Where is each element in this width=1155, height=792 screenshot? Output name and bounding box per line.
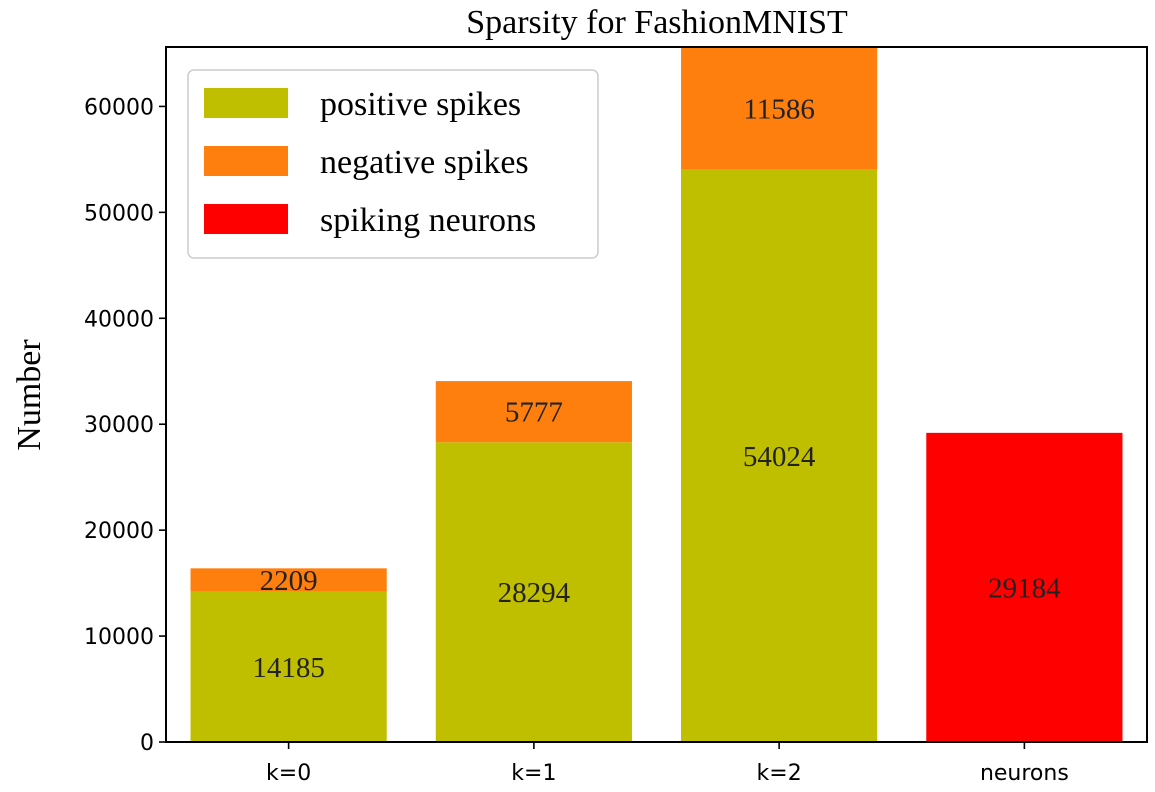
y-tick-label-60000: 60000: [84, 95, 154, 120]
chart-title: Sparsity for FashionMNIST: [466, 4, 848, 41]
plot-frame: [165, 46, 1148, 743]
data-label-positive-spikes-k-0: 14185: [252, 652, 325, 684]
legend: positive spikes negative spikes spiking ne…: [187, 69, 599, 259]
data-label-negative-spikes-k-1: 5777: [505, 397, 563, 429]
bar-spiking-neurons-neurons: [926, 432, 1123, 742]
data-label-positive-spikes-k-1: 28294: [498, 577, 571, 609]
bar-negative-spikes-k-2: [681, 47, 878, 170]
x-tick-label-k-0: k=0: [266, 761, 311, 786]
y-tick-label-10000: 10000: [84, 625, 154, 650]
legend-swatch-negative-spikes: [204, 146, 288, 176]
bar-positive-spikes-k-2: [681, 169, 878, 742]
legend-label-negative-spikes: negative spikes: [320, 144, 529, 181]
legend-label-spiking-neurons: spiking neurons: [320, 202, 536, 239]
bar-labels-layer: 14185 2209 28294 5777 54024 11586 29184: [252, 93, 1061, 684]
y-tick-label-20000: 20000: [84, 519, 154, 544]
legend-label-positive-spikes: positive spikes: [320, 86, 521, 123]
data-label-positive-spikes-k-2: 54024: [743, 441, 816, 473]
legend-swatch-positive-spikes: [204, 88, 288, 118]
axes-layer: 0 10000 20000 30000 40000 50000 60000 k=0 k=1 k=2…: [84, 46, 1148, 786]
data-label-negative-spikes-k-0: 2209: [260, 565, 318, 597]
legend-box: [187, 69, 599, 259]
bar-positive-spikes-k-0: [190, 591, 387, 742]
y-tick-label-40000: 40000: [84, 307, 154, 332]
data-label-negative-spikes-k-2: 11586: [743, 93, 814, 125]
bars-layer: [190, 47, 1123, 742]
y-tick-label-0: 0: [140, 731, 154, 756]
data-label-spiking-neurons-neurons: 29184: [988, 572, 1061, 604]
y-tick-label-50000: 50000: [84, 201, 154, 226]
bar-negative-spikes-k-0: [190, 568, 387, 592]
x-tick-label-neurons: neurons: [980, 761, 1069, 786]
x-tick-label-k-2: k=2: [757, 761, 802, 786]
bar-positive-spikes-k-1: [435, 442, 632, 742]
bar-negative-spikes-k-1: [435, 381, 632, 443]
y-axis-label: Number: [11, 339, 48, 451]
y-tick-label-30000: 30000: [84, 413, 154, 438]
legend-swatch-spiking-neurons: [204, 204, 288, 234]
x-tick-label-k-1: k=1: [511, 761, 556, 786]
